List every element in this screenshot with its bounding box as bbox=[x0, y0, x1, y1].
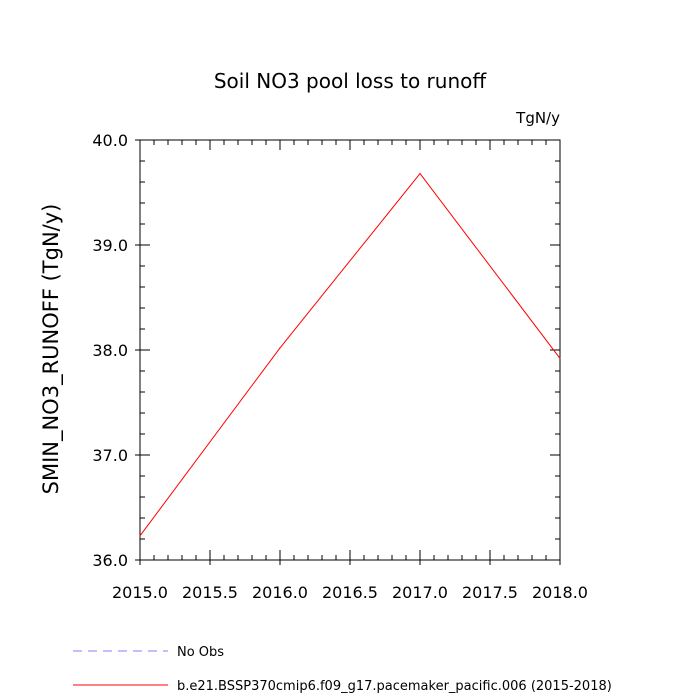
data-point bbox=[139, 535, 141, 537]
y-tick-label: 40.0 bbox=[92, 131, 128, 150]
x-tick-label: 2016.0 bbox=[252, 583, 308, 602]
x-tick-label: 2015.5 bbox=[182, 583, 238, 602]
x-tick-label: 2017.5 bbox=[462, 583, 518, 602]
legend: No Obs b.e21.BSSP370cmip6.f09_g17.pacemak… bbox=[73, 645, 612, 694]
units-label: TgN/y bbox=[515, 109, 560, 127]
data-point bbox=[279, 347, 281, 349]
axes: 2015.0 2015.5 2016.0 2016.5 2017.0 2017.5 2018… bbox=[92, 131, 588, 602]
plot-frame bbox=[139, 139, 561, 561]
chart-title: Soil NO3 pool loss to runoff bbox=[214, 69, 488, 93]
x-tick-label: 2015.0 bbox=[112, 583, 168, 602]
x-tick-label: 2018.0 bbox=[532, 583, 588, 602]
series-line-0 bbox=[139, 172, 561, 537]
data-point bbox=[419, 173, 421, 175]
series-layer bbox=[139, 172, 561, 537]
y-tick-label: 37.0 bbox=[92, 446, 128, 465]
x-tick-label: 2016.5 bbox=[322, 583, 378, 602]
y-tick-label: 38.0 bbox=[92, 341, 128, 360]
y-tick-label: 39.0 bbox=[92, 236, 128, 255]
data-point bbox=[559, 357, 561, 359]
legend-label: b.e21.BSSP370cmip6.f09_g17.pacemaker_pac… bbox=[177, 679, 612, 694]
y-axis-label: SMIN_NO3_RUNOFF (TgN/y) bbox=[39, 204, 64, 495]
y-tick-label: 36.0 bbox=[92, 551, 128, 570]
x-tick-label: 2017.0 bbox=[392, 583, 448, 602]
legend-label: No Obs bbox=[177, 645, 224, 660]
